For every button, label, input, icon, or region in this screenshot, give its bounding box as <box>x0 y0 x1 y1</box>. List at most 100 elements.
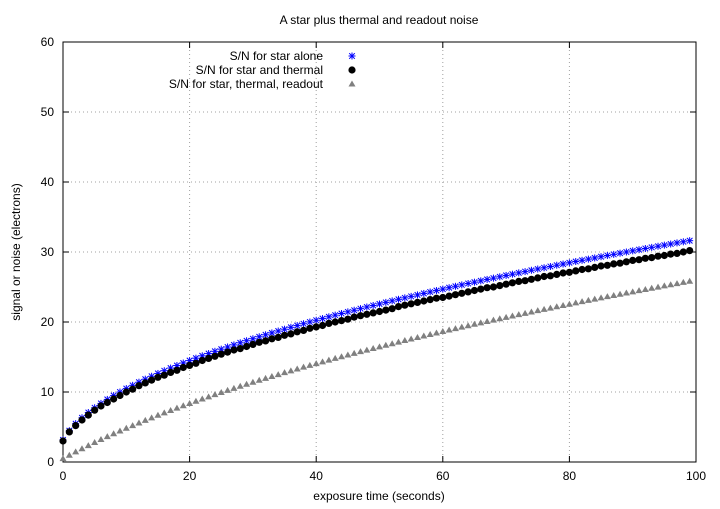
data-point-circle <box>420 297 428 305</box>
data-point-circle <box>521 277 529 285</box>
data-point-triangle <box>274 371 282 378</box>
data-point-circle <box>629 256 637 264</box>
data-point-triangle <box>578 298 586 305</box>
data-point-triangle <box>243 380 251 387</box>
data-point-asterisk <box>622 248 630 256</box>
data-point-triangle <box>641 285 649 292</box>
y-tick-label: 40 <box>41 175 55 189</box>
data-point-circle <box>84 411 92 419</box>
data-point-circle <box>59 437 67 445</box>
data-point-asterisk <box>679 238 687 246</box>
data-point-circle <box>249 340 257 348</box>
data-point-asterisk <box>591 254 599 262</box>
data-point-circle <box>65 428 73 436</box>
data-point-circle <box>686 247 694 255</box>
data-point-triangle <box>376 343 383 350</box>
data-point-asterisk <box>319 315 327 323</box>
data-point-triangle <box>572 299 580 306</box>
data-point-triangle <box>407 335 415 342</box>
data-point-circle <box>287 330 295 338</box>
data-point-triangle <box>597 294 605 301</box>
data-point-triangle <box>515 311 523 318</box>
data-point-triangle <box>312 360 320 367</box>
data-point-circle <box>464 288 472 296</box>
data-point-triangle <box>293 365 301 372</box>
data-point-circle <box>432 294 441 302</box>
data-point-triangle <box>179 402 187 409</box>
data-point-asterisk <box>357 305 365 313</box>
data-point-triangle <box>268 372 276 379</box>
data-point-triangle <box>103 433 111 440</box>
axis-ticks: 0 10 20 30 40 50 60 0 20 40 60 80 100 <box>41 35 707 483</box>
data-point-circle <box>375 307 384 316</box>
data-point-circle <box>312 323 320 331</box>
data-point-circle <box>489 283 498 291</box>
data-point-circle <box>91 406 99 414</box>
data-point-asterisk <box>363 303 371 311</box>
data-point-triangle <box>344 351 352 358</box>
data-point-triangle <box>470 320 478 327</box>
data-point-triangle <box>559 301 567 308</box>
data-point-circle <box>160 371 168 379</box>
data-point-asterisk <box>534 265 542 273</box>
data-point-circle <box>72 422 80 430</box>
y-tick-label: 10 <box>41 385 55 399</box>
data-point-triangle <box>173 404 181 411</box>
data-point-asterisk <box>565 259 573 267</box>
data-point-circle <box>318 321 327 330</box>
data-point-circle <box>622 258 630 266</box>
data-point-triangle <box>319 358 327 365</box>
data-point-asterisk <box>458 281 466 289</box>
data-point-triangle <box>97 436 105 443</box>
data-point-asterisk <box>673 239 681 247</box>
data-point-circle <box>382 306 390 314</box>
data-point-circle <box>167 368 175 376</box>
data-point-circle <box>641 254 649 262</box>
data-point-triangle <box>660 282 668 289</box>
data-point-circle <box>148 376 156 384</box>
data-point-triangle <box>420 332 428 339</box>
data-point-circle <box>356 312 365 320</box>
data-point-triangle <box>306 361 314 368</box>
data-point-circle <box>610 260 618 268</box>
legend-label-star-alone: S/N for star alone <box>230 49 324 63</box>
data-point-triangle <box>205 393 213 400</box>
series-2 <box>59 277 694 462</box>
data-point-triangle <box>445 326 453 333</box>
data-point-asterisk <box>616 249 624 257</box>
data-point-circle <box>274 333 282 341</box>
x-tick-label: 60 <box>436 469 450 483</box>
data-point-triangle <box>141 416 149 423</box>
data-point-circle <box>173 366 181 374</box>
data-point-circle <box>597 262 605 270</box>
data-point-triangle <box>388 340 396 347</box>
data-point-triangle <box>483 318 491 325</box>
y-tick-label: 0 <box>47 455 54 469</box>
plot-frame <box>62 41 697 463</box>
data-point-triangle <box>439 328 447 335</box>
data-point-circle <box>527 275 536 283</box>
data-point-triangle <box>508 312 516 319</box>
data-point-asterisk <box>420 289 428 297</box>
data-point-triangle <box>363 346 371 353</box>
data-point-circle <box>236 345 244 353</box>
data-point-triangle <box>160 409 168 416</box>
data-point-asterisk <box>686 237 694 245</box>
data-point-circle <box>255 338 263 346</box>
legend-label-star-thermal: S/N for star and thermal <box>196 63 323 77</box>
data-point-circle <box>261 337 270 345</box>
data-point-triangle <box>591 295 599 302</box>
data-point-asterisk <box>331 311 339 319</box>
data-point-asterisk <box>578 256 586 264</box>
data-point-circle <box>293 328 301 336</box>
data-point-triangle <box>59 455 67 462</box>
data-point-asterisk <box>369 301 377 309</box>
data-point-circle <box>135 382 143 390</box>
data-point-circle <box>344 315 352 323</box>
data-point-circle <box>103 398 111 407</box>
data-point-triangle <box>477 319 485 326</box>
data-point-asterisk <box>262 331 270 339</box>
data-point-asterisk <box>502 271 510 279</box>
data-point-circle <box>242 342 251 351</box>
data-point-asterisk <box>388 297 396 305</box>
